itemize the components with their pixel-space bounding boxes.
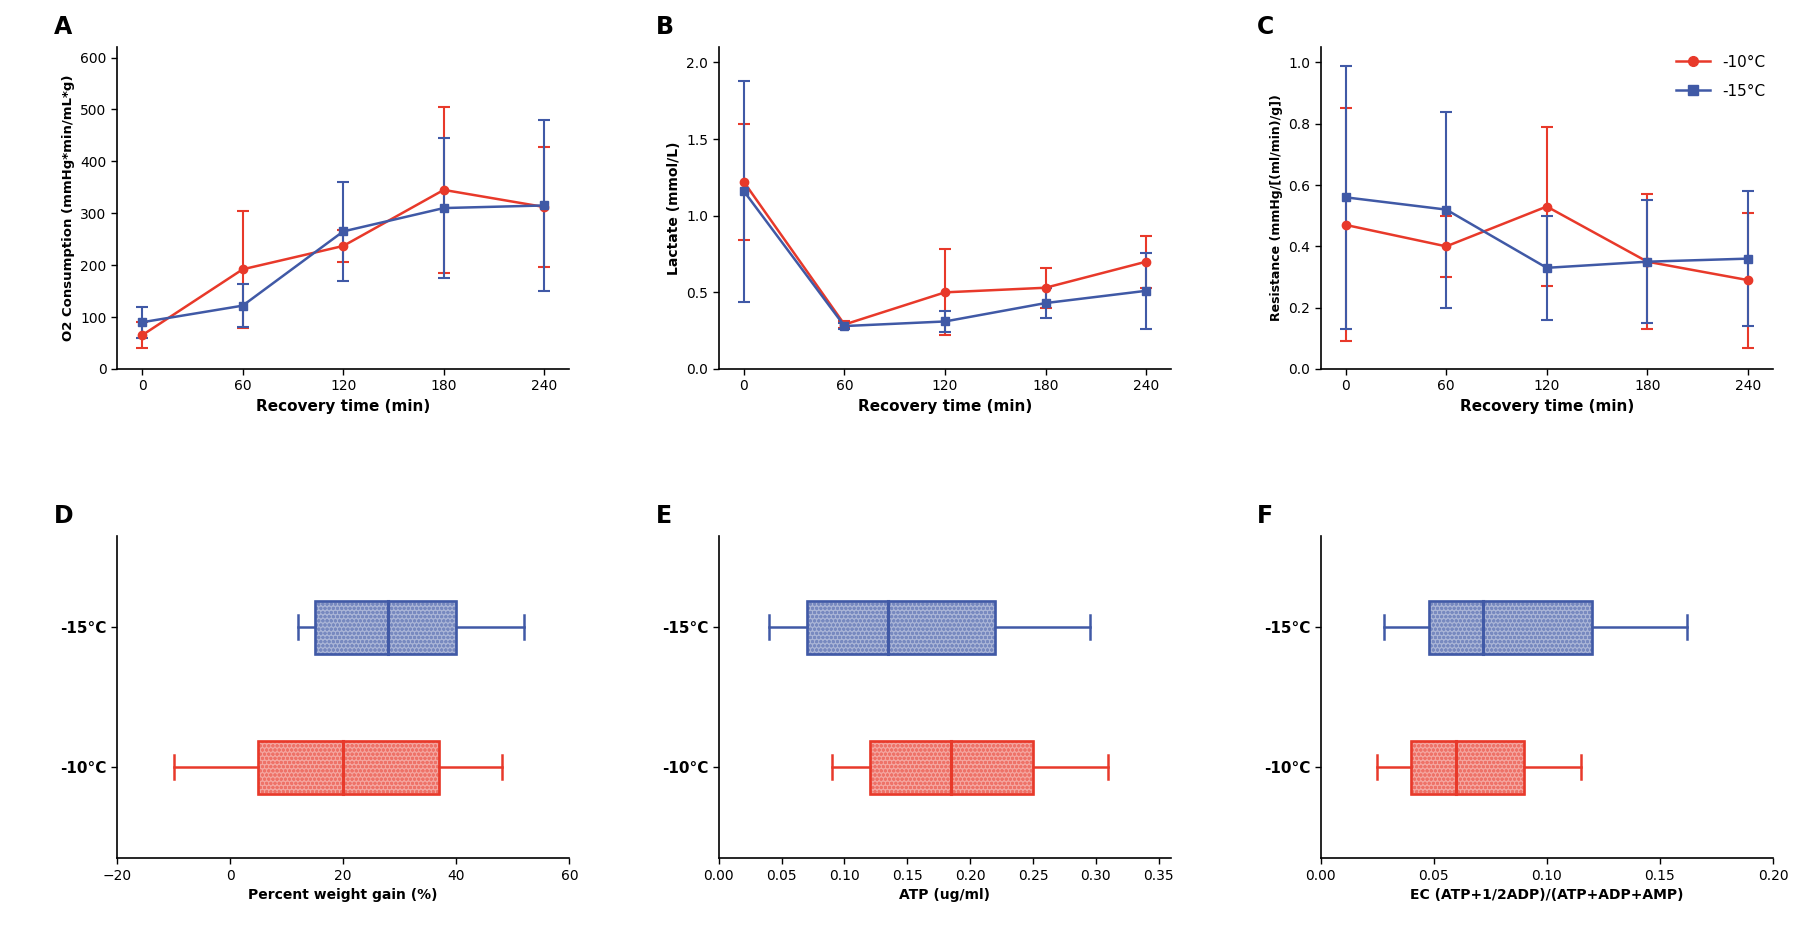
Text: E: E bbox=[655, 505, 671, 528]
Y-axis label: Lactate (mmol/L): Lactate (mmol/L) bbox=[666, 141, 680, 274]
Bar bbox=[1411, 740, 1525, 794]
X-axis label: Recovery time (min): Recovery time (min) bbox=[256, 399, 430, 414]
Bar bbox=[806, 601, 995, 653]
Text: C: C bbox=[1256, 15, 1274, 40]
Y-axis label: O2 Consumption (mmHg*min/mL*g): O2 Consumption (mmHg*min/mL*g) bbox=[61, 74, 74, 341]
X-axis label: ATP (ug/ml): ATP (ug/ml) bbox=[900, 888, 990, 902]
Bar bbox=[315, 601, 457, 653]
Text: F: F bbox=[1256, 505, 1273, 528]
X-axis label: Percent weight gain (%): Percent weight gain (%) bbox=[248, 888, 437, 902]
Bar bbox=[806, 601, 995, 653]
Bar bbox=[1411, 740, 1525, 794]
Bar bbox=[869, 740, 1033, 794]
Bar bbox=[1429, 601, 1591, 653]
Text: A: A bbox=[54, 15, 72, 40]
X-axis label: EC (ATP+1/2ADP)/(ATP+ADP+AMP): EC (ATP+1/2ADP)/(ATP+ADP+AMP) bbox=[1409, 888, 1683, 902]
Y-axis label: Resistance (mmHg/[(ml/min)/g]): Resistance (mmHg/[(ml/min)/g]) bbox=[1269, 94, 1283, 322]
Bar bbox=[869, 740, 1033, 794]
Legend: -10°C, -15°C: -10°C, -15°C bbox=[1676, 55, 1766, 98]
X-axis label: Recovery time (min): Recovery time (min) bbox=[1460, 399, 1634, 414]
Text: B: B bbox=[655, 15, 673, 40]
Bar bbox=[259, 740, 439, 794]
X-axis label: Recovery time (min): Recovery time (min) bbox=[859, 399, 1031, 414]
Bar bbox=[315, 601, 457, 653]
Text: D: D bbox=[54, 505, 74, 528]
Bar bbox=[1429, 601, 1591, 653]
Bar bbox=[259, 740, 439, 794]
